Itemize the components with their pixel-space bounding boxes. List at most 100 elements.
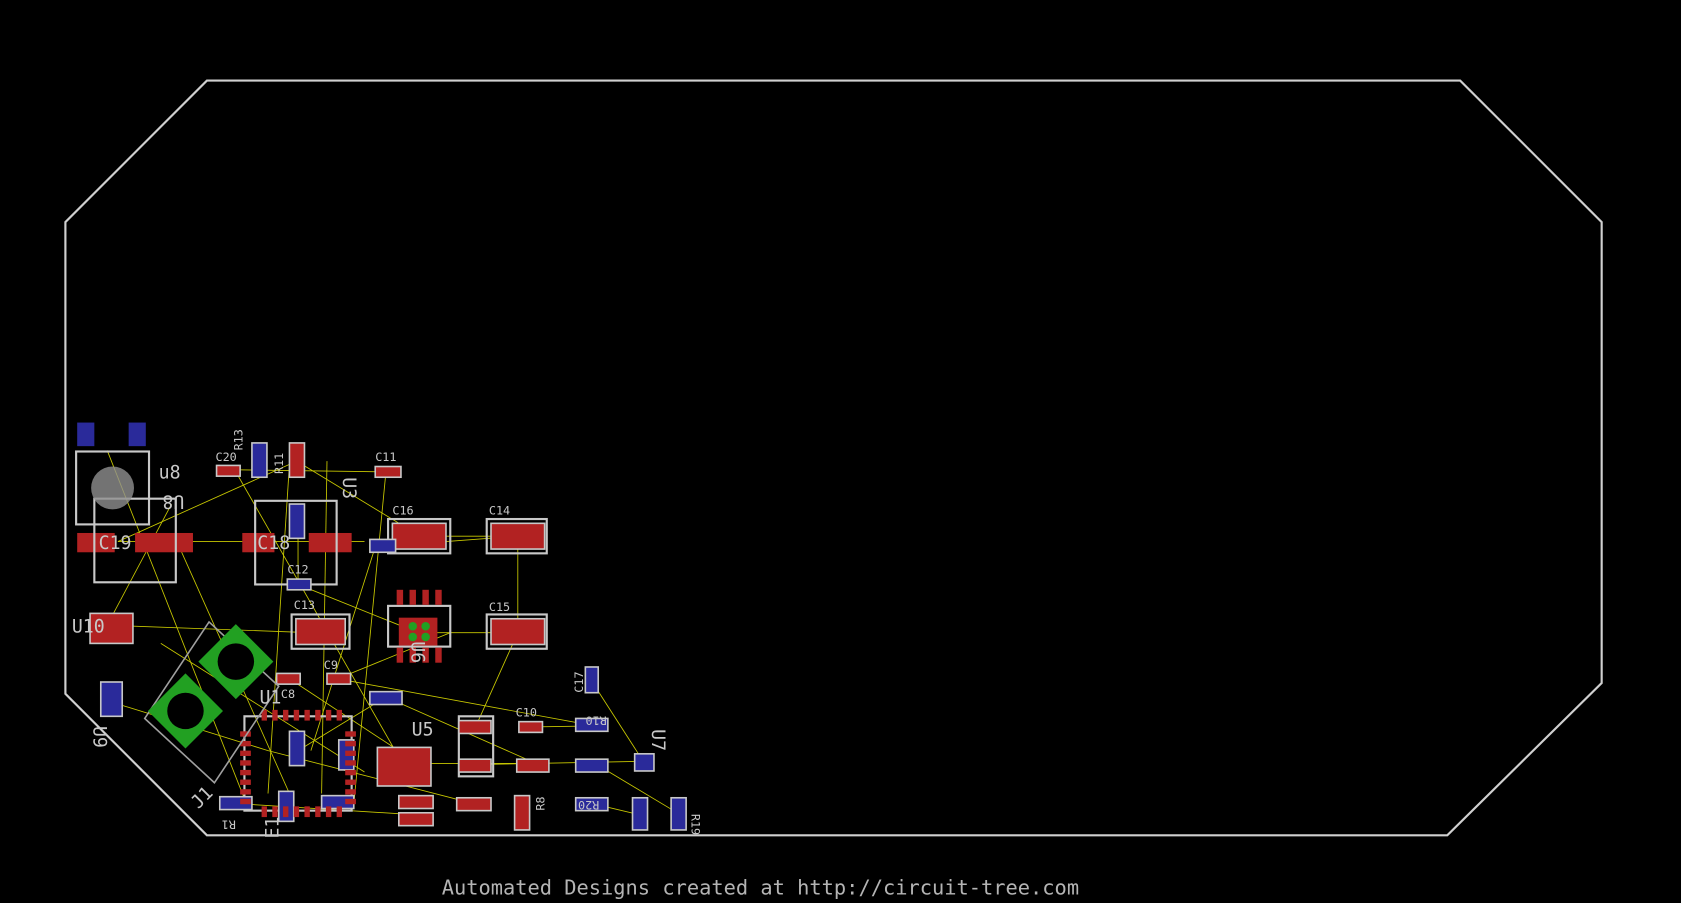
pad: [77, 532, 115, 553]
chip: [369, 538, 397, 554]
chip: [513, 794, 531, 831]
chip: [515, 758, 550, 773]
pad: [128, 422, 146, 447]
part-label: U7: [647, 729, 668, 751]
chip: [99, 681, 124, 718]
chip: [288, 730, 306, 767]
chip: [518, 720, 544, 734]
pin: [240, 760, 251, 766]
via: [408, 632, 418, 642]
pin: [345, 779, 356, 785]
silkscreen-outline: [485, 517, 548, 555]
part-label: u8: [159, 462, 181, 483]
silkscreen-circle: [91, 466, 135, 510]
pin: [345, 798, 356, 805]
ratsnest-line: [106, 450, 247, 805]
ratsnest-line: [337, 678, 596, 727]
part-label: C11: [375, 450, 396, 464]
pin: [336, 806, 342, 818]
thermal-pad: [398, 617, 438, 646]
ratsnest-line: [594, 763, 681, 816]
via: [421, 632, 430, 642]
pin: [304, 806, 310, 818]
chip: [275, 672, 301, 685]
connector-outline: [143, 620, 280, 784]
pin: [396, 589, 404, 605]
part-label: C10: [516, 705, 537, 719]
chip: [374, 465, 402, 479]
pin: [409, 589, 416, 605]
chip: [490, 617, 546, 646]
chip: [574, 758, 609, 773]
chip: [89, 612, 134, 645]
ratsnest-line: [594, 686, 644, 762]
drill-hole: [217, 643, 255, 680]
chip: [458, 719, 492, 735]
part-label: C9: [324, 658, 338, 672]
chip: [295, 617, 347, 646]
silkscreen-outline: [75, 450, 151, 526]
pin: [272, 709, 278, 721]
footer-text: Automated Designs created at http://circ…: [442, 875, 1079, 899]
chip: [288, 442, 306, 479]
chip: [369, 690, 403, 706]
chip: [288, 503, 306, 540]
pin: [283, 806, 289, 818]
footprints: [75, 422, 687, 831]
pin: [240, 779, 251, 785]
pin: [345, 769, 356, 776]
part-label: R1: [222, 817, 236, 831]
chip: [326, 672, 352, 685]
chip: [574, 717, 609, 733]
pin: [435, 589, 442, 605]
pin: [240, 731, 251, 737]
pin: [336, 709, 342, 721]
pin: [283, 709, 289, 721]
ratsnest-line: [267, 464, 290, 794]
pin: [422, 589, 429, 605]
ratsnest-line: [475, 760, 644, 765]
pin: [240, 789, 251, 795]
pin: [240, 750, 251, 756]
chip: [455, 796, 492, 812]
chip: [458, 758, 492, 773]
silkscreen-outline: [387, 604, 452, 648]
chip: [376, 746, 432, 787]
pin: [325, 709, 332, 721]
pin: [422, 647, 429, 663]
pin: [409, 647, 416, 663]
part-label: R20: [578, 798, 599, 812]
pin: [240, 740, 251, 747]
via: [408, 621, 418, 631]
part-label: C15: [489, 600, 510, 614]
ratsnest-line: [160, 643, 365, 773]
part-label: R11: [272, 453, 286, 474]
pin: [345, 760, 356, 766]
pin: [345, 789, 356, 795]
pin: [261, 709, 267, 721]
part-label: C19: [99, 533, 132, 554]
pad: [77, 422, 95, 447]
chip: [398, 794, 434, 810]
pin: [293, 709, 300, 721]
pin: [345, 731, 356, 737]
pad: [135, 532, 193, 553]
pad: [308, 532, 352, 553]
chip: [286, 578, 312, 591]
silkscreen-outline: [485, 613, 548, 650]
ratsnest-line: [297, 584, 419, 634]
pin: [240, 769, 251, 776]
chip: [574, 796, 609, 812]
drill-hole: [167, 692, 204, 730]
pin: [315, 806, 321, 818]
part-label: R8: [534, 796, 548, 810]
pin: [240, 798, 251, 805]
part-label: U8: [162, 490, 184, 511]
silkscreen-outline: [387, 517, 452, 555]
pin: [315, 709, 321, 721]
ratsnest-line: [106, 503, 172, 626]
silkscreen-outline: [290, 613, 351, 650]
pin: [304, 709, 310, 721]
